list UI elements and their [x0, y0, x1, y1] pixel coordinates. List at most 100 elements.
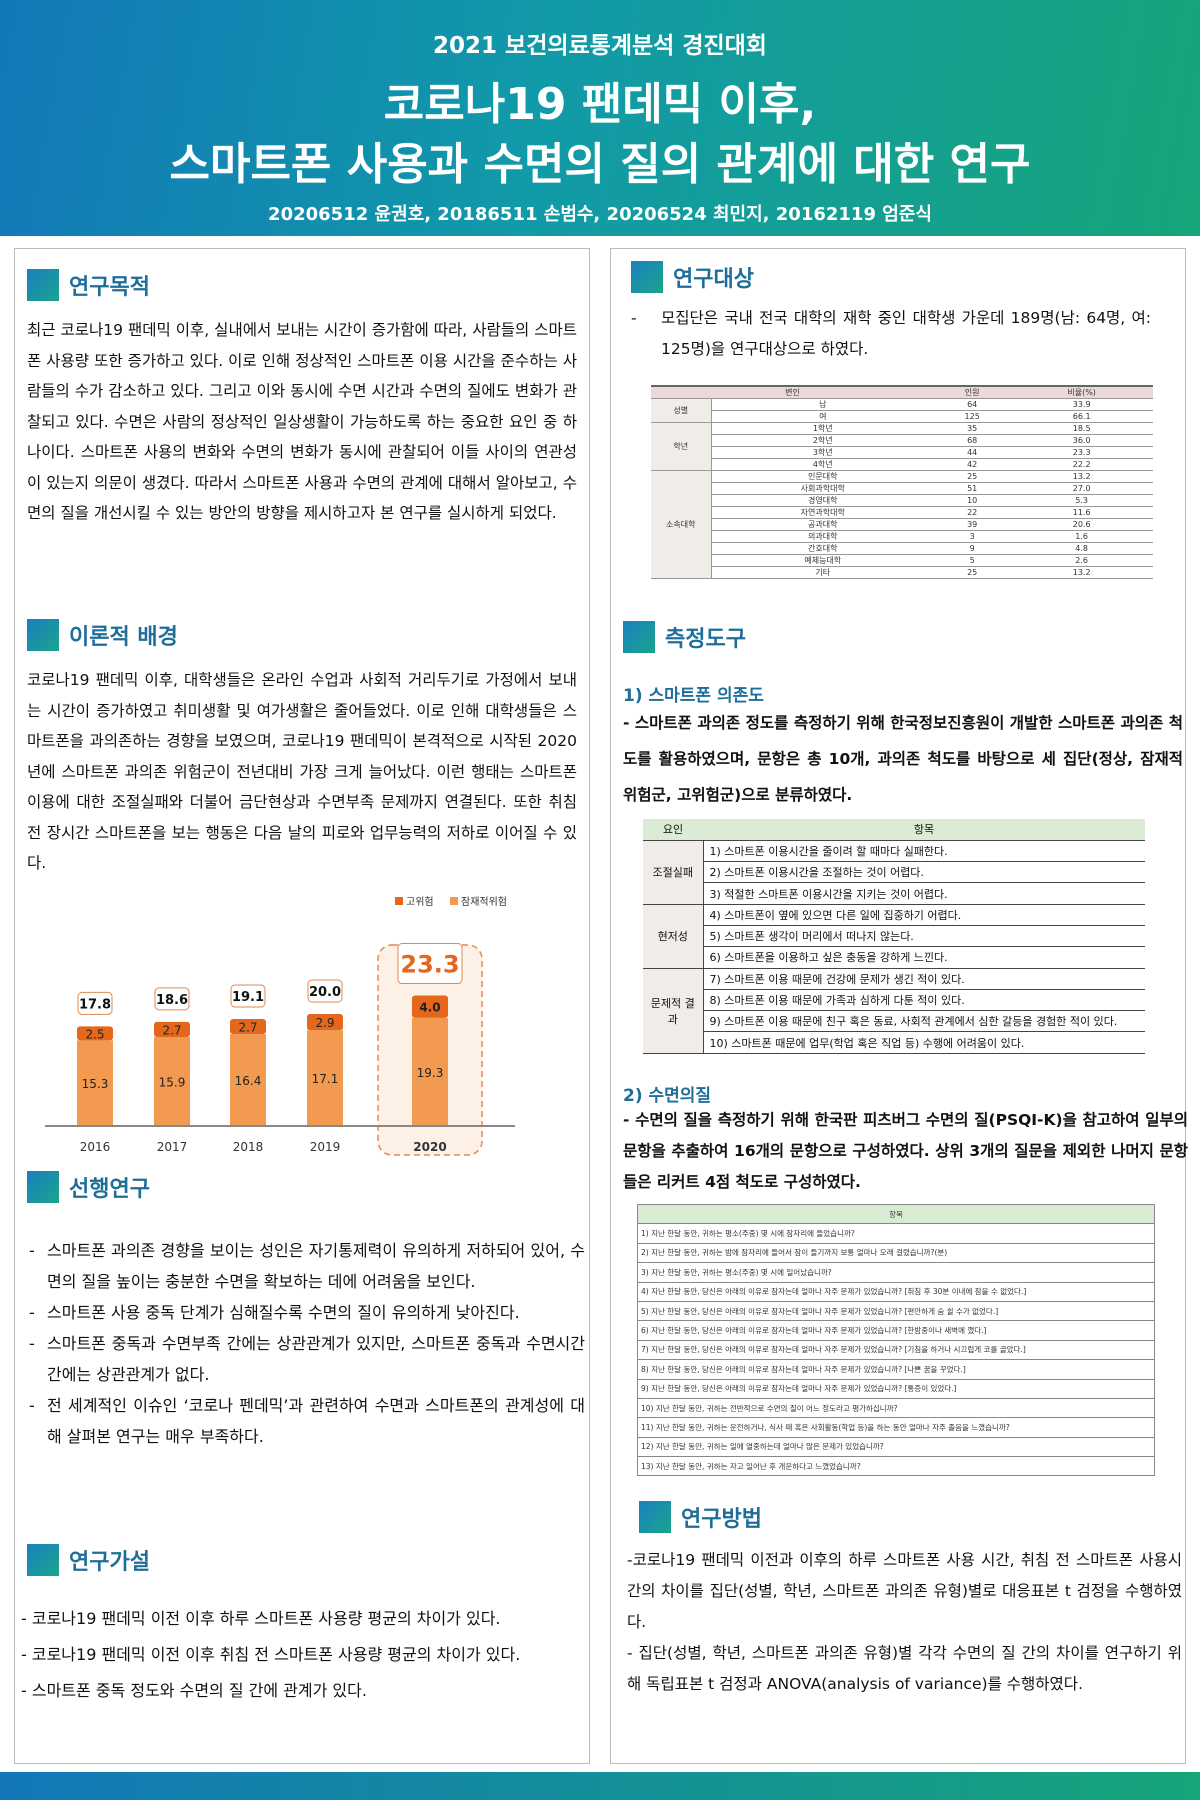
table-row: 8) 지난 한달 동안, 당신은 아래의 이유로 잠자는데 얼마나 자주 문제가…: [637, 1359, 1155, 1380]
item-cell: 13) 지난 한달 동안, 귀하는 자고 일어난 후 개운하다고 느꼈었습니까?: [637, 1456, 1155, 1477]
authors: 20206512 윤권호, 20186511 손범수, 20206524 최민지…: [268, 204, 932, 225]
x-tick-label: 2016: [80, 1140, 111, 1154]
table-cell: 44: [934, 446, 1011, 459]
background-text: 코로나19 팬데믹 이후, 대학생들은 온라인 수업과 사회적 거리두기로 가정…: [27, 671, 577, 872]
bar-high-risk: [230, 1019, 266, 1035]
table-row: 2) 지난 한달 동안, 귀하는 밤에 잠자리에 들어서 잠이 들기까지 보통 …: [637, 1242, 1155, 1264]
value-label: 19.3: [417, 1066, 444, 1080]
table-row: 8) 스마트폰 이용 때문에 가족과 심하게 다툰 적이 있다.: [643, 989, 1145, 1012]
table-row: 4학년 42 22.2: [651, 458, 1153, 471]
table-row: 학년 1학년 35 18.5: [651, 422, 1153, 471]
left-panel: 연구목적 최근 코로나19 팬데믹 이후, 실내에서 보내는 시간이 증가함에 …: [14, 248, 590, 1764]
table-row: 여 125 66.1: [651, 410, 1153, 423]
table-row: 예체능대학 5 2.6: [651, 554, 1153, 567]
subjects-text-body: 모집단은 국내 전국 대학의 재학 중인 대학생 가운데 189명(남: 64명…: [661, 309, 1151, 358]
section-hypothesis: 연구가설: [27, 1544, 150, 1576]
bar-high-risk: [77, 1026, 113, 1041]
section-tools: 측정도구: [623, 621, 746, 653]
table-cell: 경영대학: [711, 494, 935, 507]
total-callout: [230, 984, 266, 1008]
header-cell: 요인: [643, 819, 703, 841]
table-row: 현저성 4) 스마트폰이 옆에 있으면 다른 일에 집중하기 어렵다.: [643, 904, 1145, 969]
table-row: 10) 스마트폰 때문에 업무(학업 혹은 직업 등) 수행에 어려움이 있다.: [643, 1031, 1145, 1054]
table-cell: 27.0: [1010, 482, 1153, 495]
bar-high-risk: [154, 1021, 190, 1037]
table-row: 사회과학대학 51 27.0: [651, 482, 1153, 495]
item-cell: 5) 스마트폰 생각이 머리에서 떠나지 않는다.: [703, 925, 1145, 948]
item-cell: 10) 지난 한달 동안, 귀하는 전반적으로 수면의 질이 어느 정도라고 평…: [637, 1397, 1155, 1419]
legend-swatch: [450, 897, 458, 905]
table-cell: 66.1: [1010, 410, 1153, 423]
bar-potential-risk: [154, 1036, 190, 1126]
poster-header: 2021 보건의료통계분석 경진대회 코로나19 팬데믹 이후, 스마트폰 사용…: [0, 0, 1200, 236]
section-title: 연구대상: [673, 267, 754, 292]
table-cell: 5.3: [1010, 494, 1153, 507]
table-cell: 기타: [711, 566, 935, 579]
method-text: -코로나19 팬데믹 이전과 이후의 하루 스마트폰 사용 시간, 취침 전 스…: [627, 1545, 1182, 1700]
header-cell: 변인: [651, 385, 935, 399]
section-marker-icon: [639, 1501, 671, 1533]
subheading-sleep: 2) 수면의질: [623, 1086, 712, 1106]
value-label: 17.1: [312, 1072, 339, 1086]
group-cell: 성별: [651, 398, 712, 423]
total-callout: [307, 979, 343, 1003]
table-cell: 2.6: [1010, 554, 1153, 567]
section-purpose: 연구목적: [27, 269, 150, 301]
item-cell: 2) 스마트폰 이용시간을 조절하는 것이 어렵다.: [703, 861, 1145, 884]
legend-swatch: [395, 897, 403, 905]
table-row: 문제적 결과 7) 스마트폰 이용 때문에 건강에 문제가 생긴 적이 있다.: [643, 968, 1145, 1054]
total-callout: [77, 991, 113, 1015]
table-cell: 20.6: [1010, 518, 1153, 531]
bar-potential-risk: [77, 1040, 113, 1126]
section-title: 측정도구: [665, 627, 746, 652]
table-cell: 3: [934, 530, 1011, 543]
item-cell: 9) 스마트폰 이용 때문에 친구 혹은 동료, 사회적 관계에서 심한 갈등을…: [703, 1010, 1145, 1033]
table-cell: 64: [934, 398, 1011, 411]
table-row: 10) 지난 한달 동안, 귀하는 전반적으로 수면의 질이 어느 정도라고 평…: [637, 1397, 1155, 1419]
subjects-text: - 모집단은 국내 전국 대학의 재학 중인 대학생 가운데 189명(남: 64…: [631, 303, 1151, 364]
bar-high-risk: [307, 1014, 343, 1031]
bar-potential-risk: [412, 1017, 448, 1126]
table-row: 2학년 68 36.0: [651, 434, 1153, 447]
table-row: 6) 지난 한달 동안, 당신은 아래의 이유로 잠자는데 얼마나 자주 문제가…: [637, 1320, 1155, 1341]
bar-high-risk: [412, 995, 448, 1018]
prior-item-text: 전 세계적인 이슈인 ‘코로나 펜데믹’과 관련하여 수면과 스마트폰의 관계성…: [47, 1396, 585, 1446]
table-cell: 36.0: [1010, 434, 1153, 447]
prior-item-text: 스마트폰 과의존 경향을 보이는 성인은 자기통제력이 유의하게 저하되어 있어…: [47, 1241, 585, 1291]
table-row: 6) 스마트폰을 이용하고 싶은 충동을 강하게 느낀다.: [643, 946, 1145, 969]
item-cell: 4) 지난 한달 동안, 당신은 아래의 이유로 잠자는데 얼마나 자주 문제가…: [637, 1281, 1155, 1302]
psqi-table: 항목 1) 지난 한달 동안, 귀하는 평소(주중) 몇 시에 잠자리에 들었습니…: [637, 1203, 1155, 1477]
item-cell: 3) 적절한 스마트폰 이용시간을 지키는 것이 어렵다.: [703, 882, 1145, 905]
hypothesis-item: - 코로나19 팬데믹 이전 이후 취침 전 스마트폰 사용량 평균의 차이가 …: [21, 1645, 521, 1664]
item-cell: 11) 지난 한달 동안, 귀하는 운전하거나, 식사 때 혹은 사회활동(학업…: [637, 1417, 1155, 1438]
table-row: 기타 25 13.2: [651, 566, 1153, 579]
table-cell: 1.6: [1010, 530, 1153, 543]
table-row: 5) 스마트폰 생각이 머리에서 떠나지 않는다.: [643, 925, 1145, 948]
table-cell: 25: [934, 566, 1011, 579]
table-cell: 공과대학: [711, 518, 935, 531]
total-label: 20.0: [309, 985, 341, 1000]
section-marker-icon: [631, 261, 663, 293]
item-cell: 6) 스마트폰을 이용하고 싶은 충동을 강하게 느낀다.: [703, 946, 1145, 969]
value-label: 4.0: [419, 1001, 440, 1015]
value-label: 2.5: [85, 1027, 104, 1041]
method-text-1: -코로나19 팬데믹 이전과 이후의 하루 스마트폰 사용 시간, 취침 전 스…: [627, 1551, 1182, 1631]
table-cell: 39: [934, 518, 1011, 531]
table-row: 3) 지난 한달 동안, 귀하는 평소(주중) 몇 시에 일어났습니까?: [637, 1262, 1155, 1283]
table-row: 조절실패 1) 스마트폰 이용시간을 줄이려 할 때마다 실패한다.: [643, 840, 1145, 905]
table-row: 3) 적절한 스마트폰 이용시간을 지키는 것이 어렵다.: [643, 882, 1145, 905]
total-callout: [154, 987, 190, 1011]
table-cell: 여: [711, 410, 935, 423]
table-cell: 의과대학: [711, 530, 935, 543]
table-row: 1) 지난 한달 동안, 귀하는 평소(주중) 몇 시에 잠자리에 들었습니까?: [637, 1223, 1155, 1244]
factor-cell: 문제적 결과: [643, 968, 704, 1054]
table-cell: 9: [934, 542, 1011, 555]
item-cell: 7) 지난 한달 동안, 당신은 아래의 이유로 잠자는데 얼마나 자주 문제가…: [637, 1339, 1155, 1361]
table-cell: 68: [934, 434, 1011, 447]
table-row: 경영대학 10 5.3: [651, 494, 1153, 507]
table-cell: 4.8: [1010, 542, 1153, 555]
total-label: 23.3: [400, 951, 459, 979]
table-row: 5) 지난 한달 동안, 당신은 아래의 이유로 잠자는데 얼마나 자주 문제가…: [637, 1300, 1155, 1322]
table-cell: 22.2: [1010, 458, 1153, 471]
table-cell: 11.6: [1010, 506, 1153, 519]
